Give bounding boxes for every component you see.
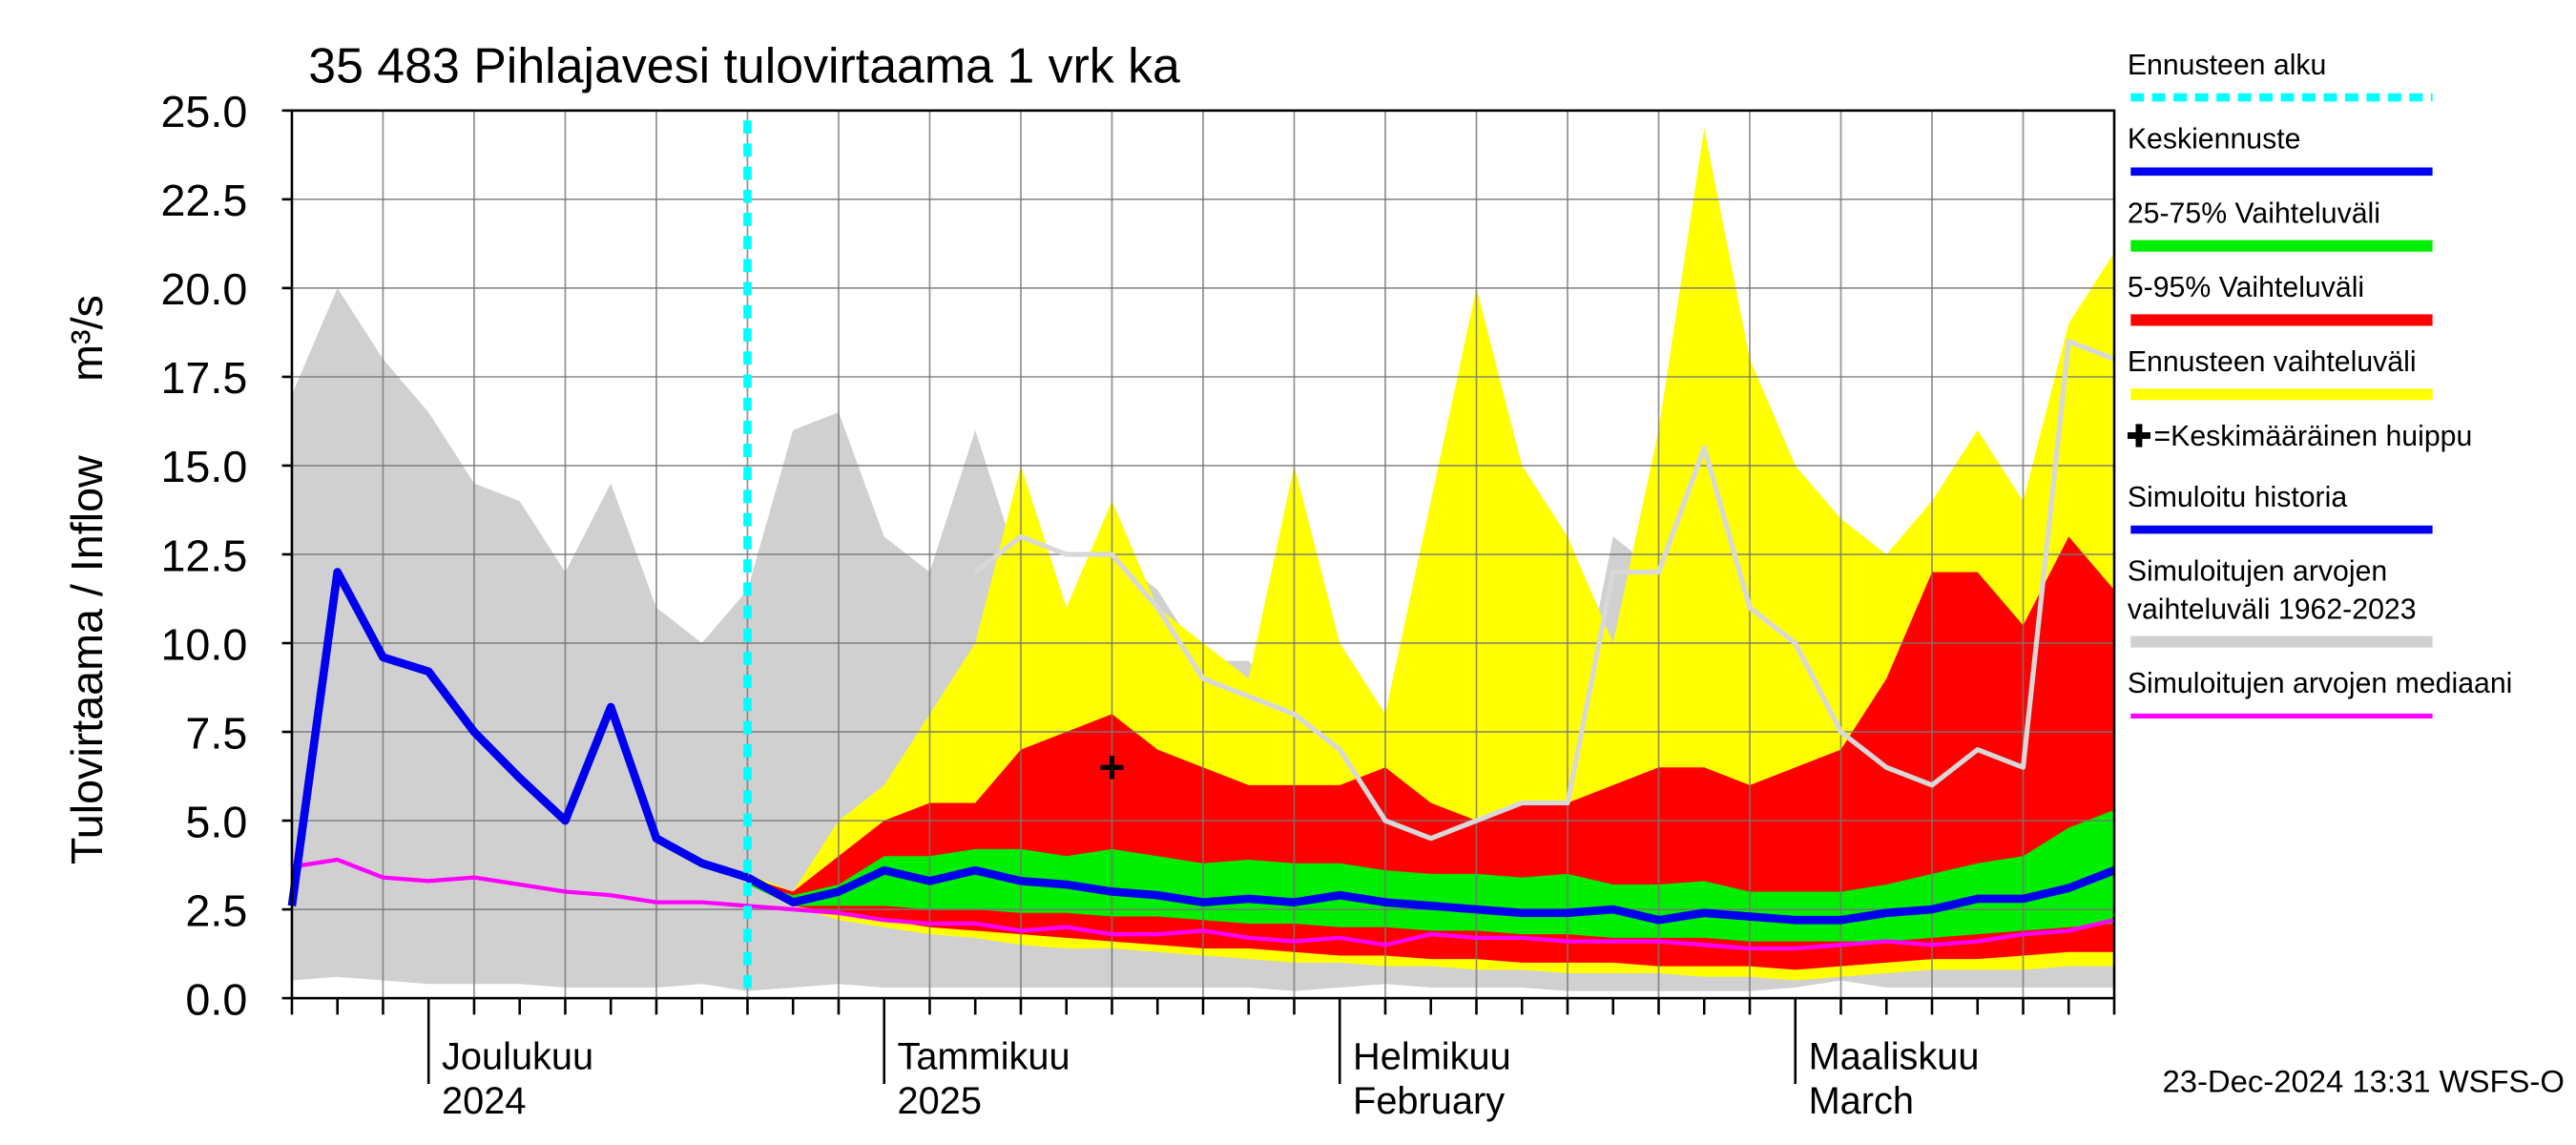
x-tick-label: Helmikuu: [1353, 1035, 1511, 1077]
legend-text-box: Keskiennuste: [2128, 120, 2524, 158]
y-tick-label: 7.5: [185, 708, 247, 758]
legend-text-box: Ennusteen alku: [2128, 46, 2524, 84]
legend-label: 5-95% Vaihteluväli: [2127, 270, 2365, 304]
legend-text-box: =Keskimääräinen huippu: [2127, 417, 2524, 455]
y-tick-label: 10.0: [160, 619, 247, 669]
y-tick-label: 20.0: [160, 264, 247, 314]
y-tick-label: 17.5: [160, 353, 247, 403]
legend-label: =Keskimääräinen huippu: [2153, 419, 2473, 452]
series-line: [287, 568, 749, 906]
legend-text-box: Ennusteen vaihteluväli: [2128, 344, 2524, 382]
legend-entry: Ennusteen vaihteluväli: [2128, 344, 2524, 382]
legend-label: Keskiennuste: [2127, 121, 2301, 156]
legend-marker: [2127, 424, 2151, 448]
legend-text-box: Simuloitujen arvojen vaihteluväli 1962-2…: [2128, 552, 2524, 629]
legend-label: 25-75% Vaihteluväli: [2127, 196, 2380, 230]
x-tick-label: Tammikuu: [898, 1035, 1070, 1077]
legend-label: Ennusteen vaihteluväli: [2127, 344, 2417, 378]
legend-text-box: Simuloitu historia: [2128, 478, 2524, 516]
series-line: [973, 339, 2115, 842]
y-axis-label: Tulovirtaama / Inflow: [62, 455, 112, 864]
legend-entry: Simuloitujen arvojen mediaani: [2128, 665, 2524, 703]
y-tick-label: 25.0: [160, 87, 247, 136]
legend-label: Ennusteen alku: [2127, 48, 2327, 81]
y-tick-label: 2.5: [185, 885, 247, 935]
series-line: [291, 857, 2115, 951]
x-tick-label: March: [1809, 1080, 1914, 1122]
legend-text-box: 5-95% Vaihteluväli: [2128, 269, 2524, 307]
x-tick-label: Joulukuu: [442, 1035, 593, 1077]
x-tick-label: 2025: [898, 1080, 982, 1122]
legend-entry: =Keskimääräinen huippu: [2127, 417, 2524, 455]
legend-entry: 5-95% Vaihteluväli: [2128, 269, 2524, 307]
legend-entry: Ennusteen alku: [2128, 46, 2524, 84]
band-area: [747, 809, 2115, 942]
y-tick-label: 0.0: [185, 974, 247, 1024]
legend-entry: Keskiennuste: [2128, 120, 2524, 158]
legend-label: Simuloitujen arvojen mediaani: [2127, 666, 2513, 700]
x-tick-label: February: [1353, 1080, 1505, 1122]
timestamp: 23-Dec-2024 13:31 WSFS-O: [2162, 1064, 2564, 1099]
legend-text-box: 25-75% Vaihteluväli: [2128, 195, 2524, 233]
y-axis-unit: m³/s: [62, 295, 112, 382]
plot-frame: [290, 109, 2116, 1000]
series-line: [745, 865, 2116, 925]
y-tick-label: 22.5: [160, 176, 247, 225]
legend-entry: 25-75% Vaihteluväli: [2128, 195, 2524, 233]
legend-label: Simuloitujen arvojen vaihteluväli 1962-2…: [2127, 553, 2417, 626]
x-tick-label: 2024: [442, 1080, 526, 1122]
legend-entry: Simuloitu historia: [2128, 478, 2524, 516]
y-tick-label: 5.0: [185, 797, 247, 846]
legend-entry: Simuloitujen arvojen vaihteluväli 1962-2…: [2128, 552, 2524, 629]
peak-marker: [1100, 756, 1124, 780]
legend-text-box: Simuloitujen arvojen mediaani: [2128, 665, 2524, 703]
y-tick-label: 12.5: [160, 531, 247, 580]
chart-title: 35 483 Pihlajavesi tulovirtaama 1 vrk ka: [308, 37, 1180, 93]
y-tick-label: 15.0: [160, 442, 247, 491]
legend-label: Simuloitu historia: [2127, 480, 2348, 513]
x-tick-label: Maaliskuu: [1809, 1035, 1980, 1077]
